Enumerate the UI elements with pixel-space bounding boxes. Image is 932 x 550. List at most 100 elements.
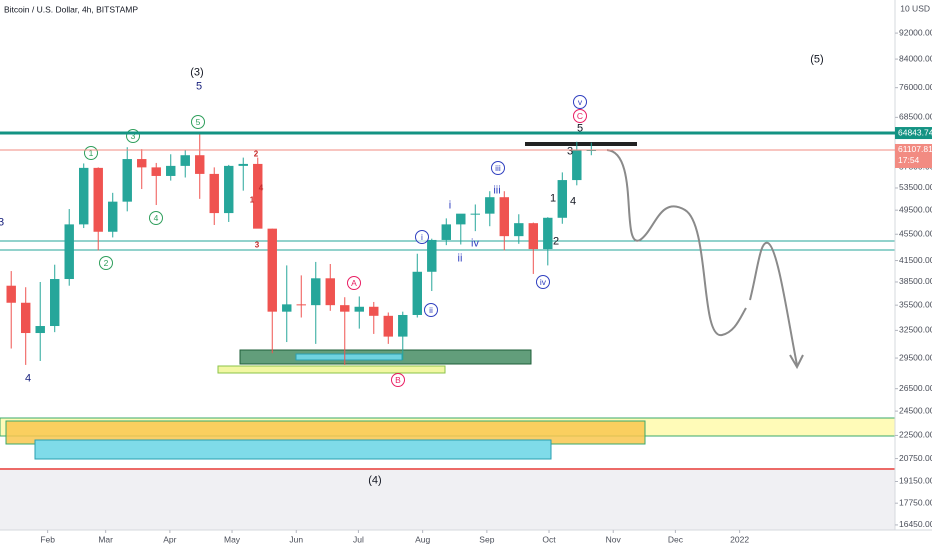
candle-body <box>543 217 553 250</box>
candle-body <box>93 167 103 232</box>
y-tick-label: 20750.00 <box>899 453 932 463</box>
y-tick-label: 92000.00 <box>899 27 932 37</box>
x-tick-label: Nov <box>606 534 622 544</box>
x-tick-label: Feb <box>40 534 55 544</box>
wave-label: 5 <box>196 117 201 127</box>
shaded-region <box>0 470 895 530</box>
candle-body <box>6 285 16 303</box>
x-tick-label: Oct <box>542 534 556 544</box>
y-tick-label: 22500.00 <box>899 430 932 440</box>
zone <box>34 439 552 460</box>
price-label-box <box>895 127 932 140</box>
wave-label: 2 <box>104 258 109 268</box>
price-label: 61107.81 <box>898 144 932 154</box>
candle-body <box>122 159 132 202</box>
candle-body <box>64 224 74 280</box>
price-axis <box>895 0 932 550</box>
y-tick-label: 32500.00 <box>899 325 932 335</box>
y-tick-label: 76000.00 <box>899 82 932 92</box>
wave-label: 3 <box>0 216 4 228</box>
zones <box>0 142 896 470</box>
wave-label: 3 <box>567 145 573 157</box>
y-tick-label: 53500.00 <box>899 182 932 192</box>
y-tick-label: 26500.00 <box>899 383 932 393</box>
wave-label: i <box>449 199 451 211</box>
candle-body <box>470 213 481 215</box>
y-tick-label: 45500.00 <box>899 229 932 239</box>
wave-label: 2 <box>553 235 559 247</box>
y-tick-label: 24500.00 <box>899 405 932 415</box>
wave-label: 1 <box>250 196 255 205</box>
x-tick-label: Apr <box>163 534 176 544</box>
candle-body <box>427 239 437 272</box>
y-tick-label: 84000.00 <box>899 53 932 63</box>
zone <box>217 365 446 374</box>
wave-label: A <box>351 278 357 288</box>
y-tick-label: 68500.00 <box>899 112 932 122</box>
y-tick-label: 29500.00 <box>899 352 932 362</box>
x-tick-label: Sep <box>479 534 494 544</box>
candle-body <box>383 315 393 337</box>
wave-label: ii <box>429 305 433 315</box>
wave-label: iii <box>493 184 500 196</box>
y-tick-label: 19150.00 <box>899 476 932 486</box>
candles <box>6 133 597 365</box>
wave-label: 1 <box>550 192 556 204</box>
candle-body <box>499 197 510 237</box>
x-tick-label: Aug <box>415 534 430 544</box>
annotation-circle <box>347 276 361 290</box>
annotation-circle <box>191 115 205 129</box>
wave-label: 4 <box>154 213 159 223</box>
candle-body <box>21 302 31 334</box>
price-label-box <box>895 143 932 168</box>
y-tick-label: 16450.00 <box>899 519 932 529</box>
candle-body <box>441 224 451 240</box>
countdown-label: 17:54 <box>898 155 920 165</box>
candle-body <box>166 165 176 176</box>
annotation-circle <box>573 95 587 109</box>
annotation-circle <box>573 109 587 123</box>
candle-body <box>485 197 495 214</box>
candle-body <box>311 278 321 306</box>
candle-body <box>369 306 379 316</box>
y-tick-label: 17750.00 <box>899 497 932 507</box>
wave-label: (4) <box>368 474 381 486</box>
candle-body <box>50 279 60 327</box>
candle-body <box>412 271 422 315</box>
wave-label: 4 <box>25 372 31 384</box>
candle-body <box>224 165 234 214</box>
wave-label: C <box>577 111 583 121</box>
candle-body <box>557 180 568 218</box>
annotation-circle <box>424 303 438 317</box>
x-tick-label: Mar <box>98 534 113 544</box>
projection <box>606 149 804 370</box>
candle-body <box>456 213 466 225</box>
chart-title: Bitcoin / U.S. Dollar, 4h, BITSTAMP <box>4 4 138 14</box>
candle-body <box>325 278 335 306</box>
candle-body <box>209 173 219 214</box>
y-tick-label: 41500.00 <box>899 255 932 265</box>
wave-label: 3 <box>255 241 260 250</box>
annotation-circle <box>536 275 550 289</box>
projection-path <box>606 149 747 336</box>
price-label: 64843.74 <box>898 127 932 137</box>
wave-label: iii <box>495 163 501 173</box>
annotation-circle <box>99 256 113 270</box>
x-tick-label: Jul <box>353 534 364 544</box>
candle-body <box>514 223 524 237</box>
wave-label: 4 <box>570 195 576 207</box>
wave-label: (5) <box>810 53 823 65</box>
x-tick-label: Jun <box>289 534 303 544</box>
candle-body <box>398 314 408 337</box>
annotation-circle <box>491 161 505 175</box>
candle-body <box>180 155 190 166</box>
candle-body <box>108 201 118 232</box>
wave-label: v <box>578 97 583 107</box>
currency-label: 10 USD <box>900 3 930 13</box>
wave-label: iv <box>471 237 479 249</box>
candle-body <box>253 163 263 229</box>
x-tick-label: Dec <box>668 534 684 544</box>
annotation-circle <box>415 230 429 244</box>
candle-body <box>572 150 582 181</box>
